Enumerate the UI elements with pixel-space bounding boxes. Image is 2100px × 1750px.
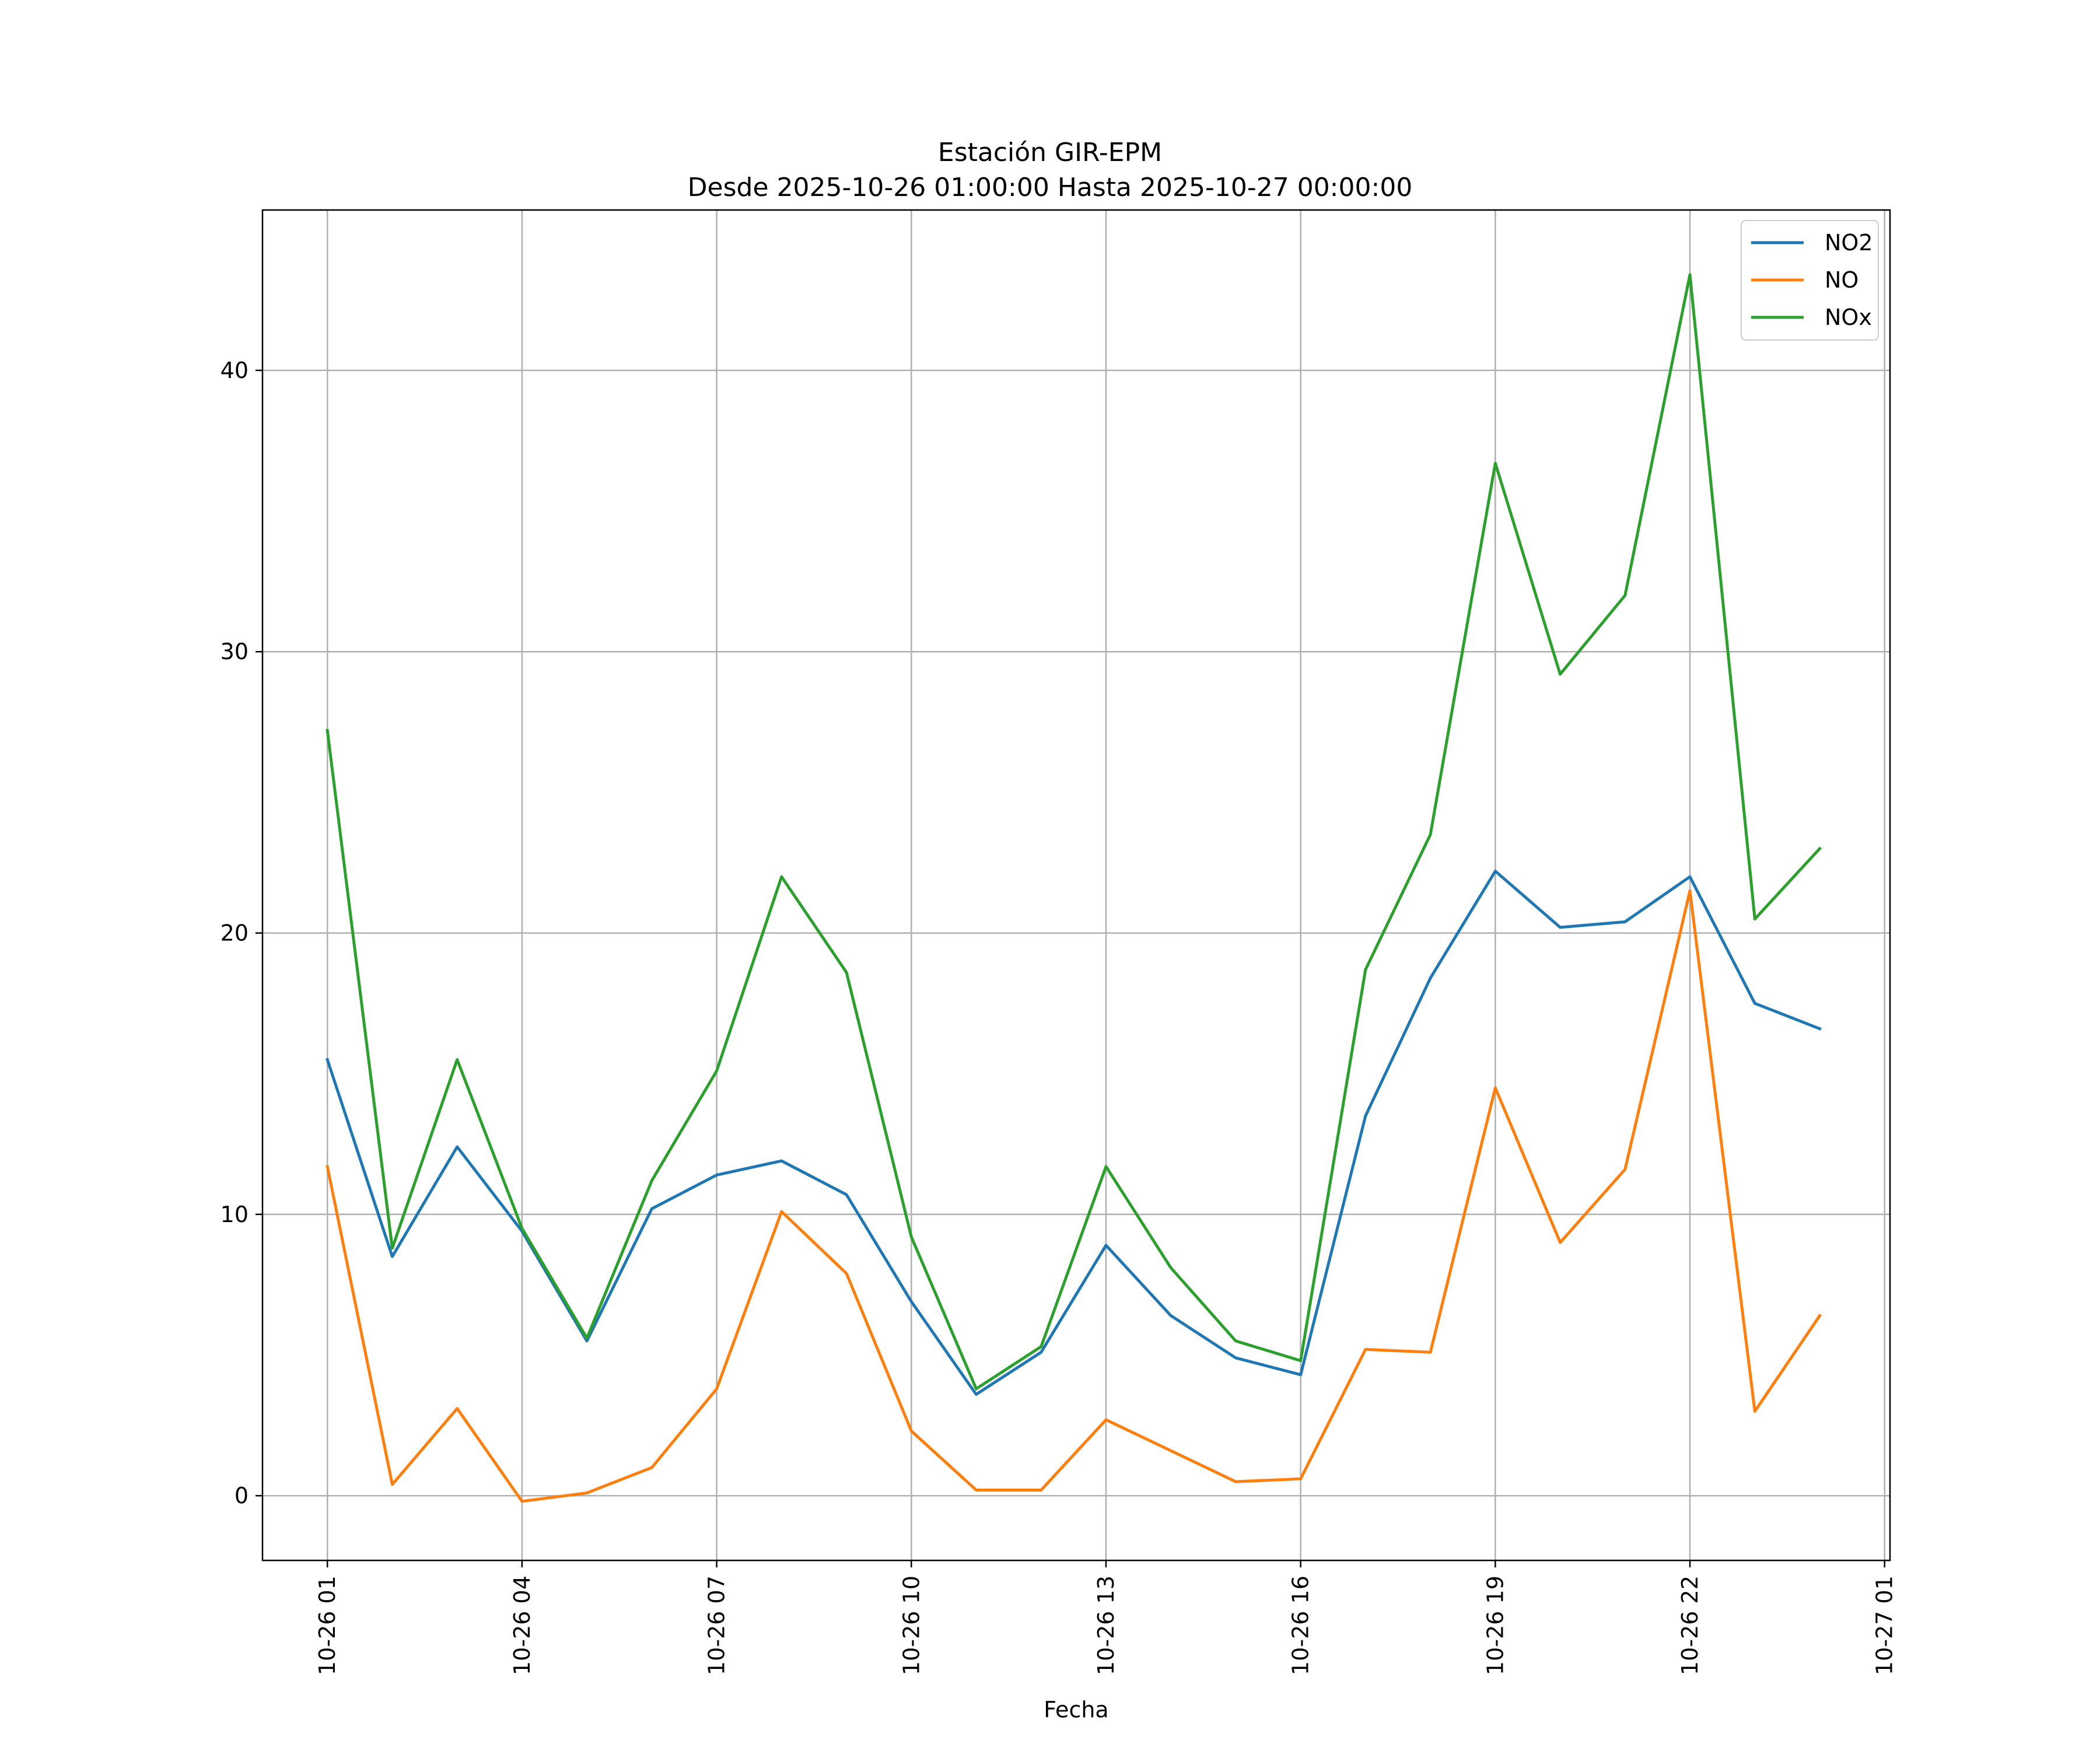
chart-subtitle: Desde 2025-10-26 01:00:00 Hasta 2025-10-… [688, 173, 1413, 202]
x-tick-label: 10-26 07 [704, 1576, 730, 1675]
x-tick-label: 10-26 13 [1093, 1576, 1119, 1675]
y-tick-label: 10 [220, 1202, 249, 1227]
y-tick-label: 40 [220, 358, 249, 383]
y-axis: 0 10 20 30 40 [220, 358, 262, 1508]
x-tick-label: 10-26 22 [1677, 1576, 1703, 1675]
x-tick-label: 10-26 01 [314, 1576, 340, 1675]
y-tick-label: 20 [220, 920, 249, 946]
x-axis: 10-26 01 10-26 04 10-26 07 10-26 10 10-26 13… [314, 1560, 1898, 1675]
series-line-nox [326, 273, 1822, 1391]
x-tick-label: 10-26 16 [1288, 1576, 1314, 1675]
series-lines [326, 273, 1822, 1503]
x-tick-label: 10-27 01 [1872, 1576, 1898, 1675]
legend-label: NO2 [1825, 230, 1873, 256]
chart-title: Estación GIR-EPM [938, 138, 1162, 167]
x-axis-label: Fecha [1044, 1697, 1108, 1723]
legend-box [1741, 220, 1879, 341]
series-line-no [326, 889, 1822, 1503]
x-tick-label: 10-26 10 [898, 1576, 924, 1675]
series-line-no2 [326, 869, 1822, 1396]
legend-label: NO [1825, 267, 1859, 293]
plot-frame [261, 209, 1891, 1562]
grid-lines [262, 210, 1890, 1560]
y-tick-label: 30 [220, 639, 249, 664]
legend-label: NOx [1825, 304, 1872, 330]
x-tick-label: 10-26 19 [1482, 1576, 1508, 1675]
legend: NO2 NO NOx [1741, 220, 1879, 341]
y-tick-label: 0 [235, 1483, 249, 1508]
x-tick-label: 10-26 04 [509, 1576, 535, 1675]
